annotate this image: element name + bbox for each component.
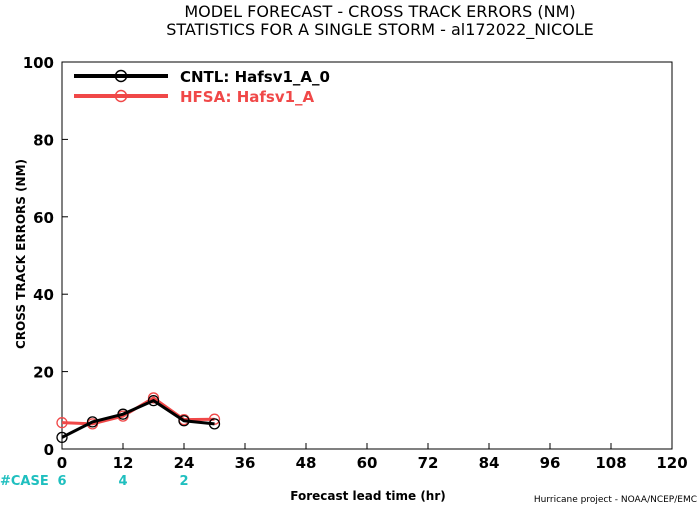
case-count-value: 4 [118, 474, 127, 489]
legend: CNTL: Hafsv1_A_0 HFSA: Hafsv1_A [74, 68, 330, 106]
case-count-value: 6 [57, 474, 66, 489]
case-count-value: 2 [179, 474, 188, 489]
y-axis-label: CROSS TRACK ERRORS (NM) [14, 159, 28, 349]
y-tick-label: 80 [33, 131, 54, 149]
case-count-label: #CASE [0, 474, 49, 489]
x-tick-label: 0 [57, 454, 67, 472]
chart-title: MODEL FORECAST - CROSS TRACK ERRORS (NM) [184, 2, 575, 21]
plot-area [61, 61, 673, 450]
y-tick-label: 20 [33, 364, 54, 382]
y-axis: 0 20 40 60 80 100 [23, 54, 68, 459]
y-tick-label: 60 [33, 209, 54, 227]
case-counts: #CASE 6 4 2 [0, 474, 189, 489]
x-tick-label: 36 [235, 454, 256, 472]
x-axis-label: Forecast lead time (hr) [290, 489, 446, 503]
data-point [208, 418, 221, 430]
x-tick-label: 12 [113, 454, 134, 472]
data-point [56, 431, 68, 444]
y-tick-label: 100 [23, 54, 54, 72]
y-tick-label: 40 [33, 286, 54, 304]
legend-swatch-marker [114, 89, 128, 103]
x-tick-label: 72 [418, 454, 439, 472]
data-point [147, 394, 160, 407]
series-line-1 [61, 396, 215, 426]
legend-entry-label: CNTL: Hafsv1_A_0 [180, 68, 330, 86]
data-point [86, 416, 99, 428]
x-tick-label: 48 [296, 454, 317, 472]
x-tick-label: 120 [656, 454, 687, 472]
x-tick-label: 108 [595, 454, 626, 472]
legend-entry-label: HFSA: Hafsv1_A [180, 88, 315, 106]
x-tick-label: 84 [479, 454, 500, 472]
data-point [178, 415, 190, 427]
legend-swatch-marker [114, 69, 128, 83]
data-point [56, 417, 68, 429]
x-axis: 0 12 24 36 48 60 72 84 96 108 120 [57, 443, 688, 472]
data-point [117, 408, 129, 420]
x-tick-label: 24 [174, 454, 195, 472]
x-tick-label: 60 [357, 454, 378, 472]
chart-subtitle: STATISTICS FOR A SINGLE STORM - al172022… [166, 20, 594, 40]
data-point [208, 413, 221, 425]
data-point [147, 392, 160, 404]
y-tick-label: 0 [44, 441, 54, 459]
series-layer [56, 392, 221, 444]
x-tick-label: 96 [540, 454, 561, 472]
credit-text: Hurricane project - NOAA/NCEP/EMC [534, 495, 697, 505]
